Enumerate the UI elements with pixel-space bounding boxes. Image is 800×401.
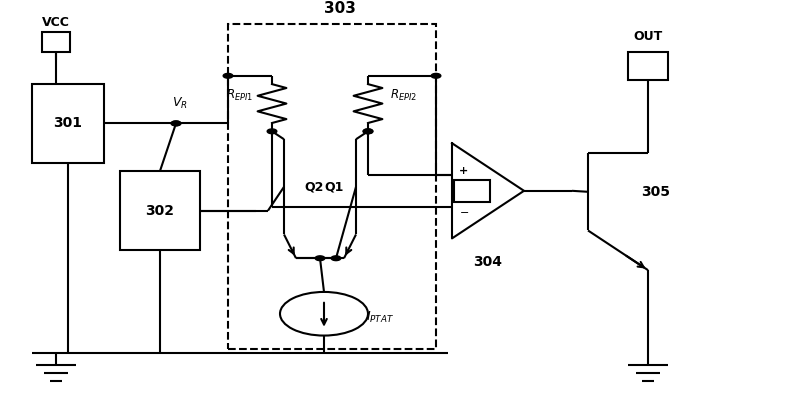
Circle shape xyxy=(267,129,277,134)
Text: 302: 302 xyxy=(146,204,174,218)
Circle shape xyxy=(331,256,341,261)
Circle shape xyxy=(171,121,181,126)
Text: $R_{EPI1}$: $R_{EPI1}$ xyxy=(226,88,254,103)
Circle shape xyxy=(171,121,181,126)
Text: $I_{PTAT}$: $I_{PTAT}$ xyxy=(366,310,394,325)
Circle shape xyxy=(315,256,325,261)
Text: 303: 303 xyxy=(324,1,356,16)
Circle shape xyxy=(363,129,373,134)
Text: Q1: Q1 xyxy=(324,180,343,193)
Circle shape xyxy=(363,129,373,134)
Text: $V_R$: $V_R$ xyxy=(172,96,188,111)
Text: +: + xyxy=(459,166,469,176)
Text: OUT: OUT xyxy=(634,30,662,43)
Bar xyxy=(454,180,490,202)
Text: 305: 305 xyxy=(642,185,670,199)
Text: 301: 301 xyxy=(54,116,82,130)
Text: $-$: $-$ xyxy=(459,206,469,216)
Bar xyxy=(628,52,668,80)
Bar xyxy=(120,171,200,250)
Circle shape xyxy=(223,73,233,78)
Bar xyxy=(32,84,104,163)
Text: Q2: Q2 xyxy=(305,180,324,193)
Bar xyxy=(42,32,70,52)
Text: $R_{EPI2}$: $R_{EPI2}$ xyxy=(390,88,418,103)
Bar xyxy=(228,24,436,349)
Text: VCC: VCC xyxy=(42,16,70,29)
Circle shape xyxy=(431,73,441,78)
Text: 304: 304 xyxy=(474,255,502,269)
